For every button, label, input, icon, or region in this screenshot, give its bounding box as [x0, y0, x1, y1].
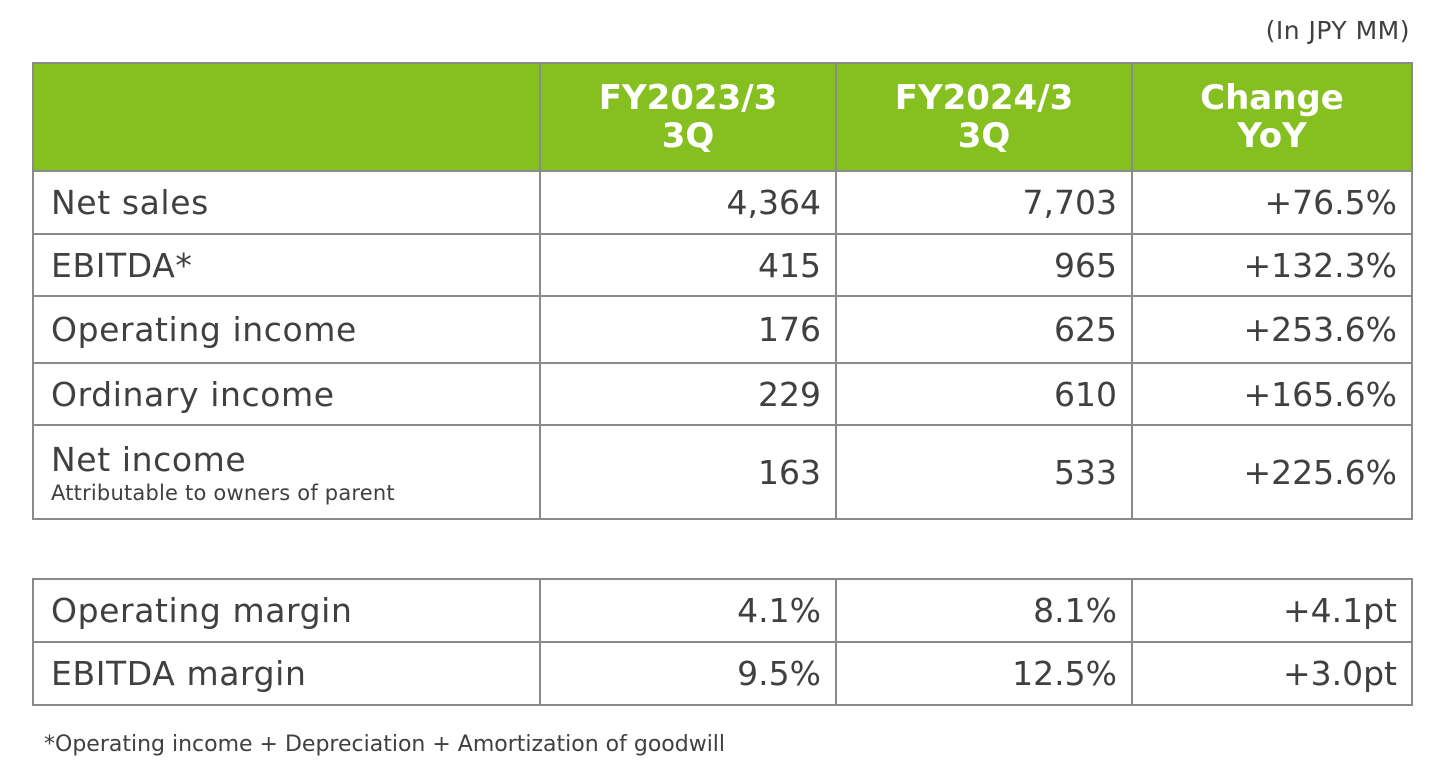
- header-change-line1: Change: [1200, 78, 1344, 118]
- table-row-operating-income: Operating income 176 625 +253.6%: [32, 295, 1413, 364]
- cell-fy2023: 9.5%: [539, 641, 837, 706]
- cell-change: +76.5%: [1131, 170, 1413, 235]
- cell-fy2023: 4.1%: [539, 578, 837, 643]
- cell-fy2023: 176: [539, 295, 837, 364]
- cell-fy2024: 625: [835, 295, 1133, 364]
- header-fy2023: FY2023/3 3Q: [539, 62, 837, 172]
- cell-fy2024: 7,703: [835, 170, 1133, 235]
- header-fy2024-line1: FY2024/3: [894, 78, 1074, 118]
- row-label: EBITDA*: [32, 233, 541, 297]
- cell-fy2024: 533: [835, 424, 1133, 520]
- cell-change: +165.6%: [1131, 362, 1413, 426]
- row-label: Operating income: [32, 295, 541, 364]
- header-fy2023-line1: FY2023/3: [598, 78, 778, 118]
- cell-change: +225.6%: [1131, 424, 1413, 520]
- footnote: *Operating income + Depreciation + Amort…: [44, 732, 726, 757]
- cell-change: +132.3%: [1131, 233, 1413, 297]
- table-row-net-sales: Net sales 4,364 7,703 +76.5%: [32, 170, 1413, 235]
- header-fy2024-line2: 3Q: [957, 116, 1011, 156]
- cell-change: +4.1pt: [1131, 578, 1413, 643]
- cell-change: +3.0pt: [1131, 641, 1413, 706]
- table-row-net-income: Net income Attributable to owners of par…: [32, 424, 1413, 520]
- cell-fy2024: 12.5%: [835, 641, 1133, 706]
- header-change-line2: YoY: [1237, 116, 1307, 156]
- row-label: EBITDA margin: [32, 641, 541, 706]
- table-row-ebitda: EBITDA* 415 965 +132.3%: [32, 233, 1413, 297]
- row-label: Ordinary income: [32, 362, 541, 426]
- row-label: Operating margin: [32, 578, 541, 643]
- row-label-net-income: Net income Attributable to owners of par…: [32, 424, 541, 520]
- cell-fy2023: 163: [539, 424, 837, 520]
- cell-fy2023: 4,364: [539, 170, 837, 235]
- cell-fy2024: 965: [835, 233, 1133, 297]
- header-change: Change YoY: [1131, 62, 1413, 172]
- cell-fy2024: 610: [835, 362, 1133, 426]
- cell-fy2024: 8.1%: [835, 578, 1133, 643]
- row-label: Net income: [51, 439, 247, 479]
- table-row-ordinary-income: Ordinary income 229 610 +165.6%: [32, 362, 1413, 426]
- header-fy2024: FY2024/3 3Q: [835, 62, 1133, 172]
- financial-results-table: FY2023/3 3Q FY2024/3 3Q Change YoY Net s…: [32, 62, 1413, 520]
- unit-note: (In JPY MM): [1265, 16, 1410, 45]
- header-blank-cell: [32, 62, 541, 172]
- cell-change: +253.6%: [1131, 295, 1413, 364]
- header-fy2023-line2: 3Q: [661, 116, 715, 156]
- table-row-ebitda-margin: EBITDA margin 9.5% 12.5% +3.0pt: [32, 641, 1413, 706]
- table-row-operating-margin: Operating margin 4.1% 8.1% +4.1pt: [32, 578, 1413, 643]
- margin-table: Operating margin 4.1% 8.1% +4.1pt EBITDA…: [32, 578, 1413, 706]
- row-sublabel: Attributable to owners of parent: [51, 480, 395, 505]
- cell-fy2023: 229: [539, 362, 837, 426]
- row-label: Net sales: [32, 170, 541, 235]
- table-header-row: FY2023/3 3Q FY2024/3 3Q Change YoY: [32, 62, 1413, 172]
- cell-fy2023: 415: [539, 233, 837, 297]
